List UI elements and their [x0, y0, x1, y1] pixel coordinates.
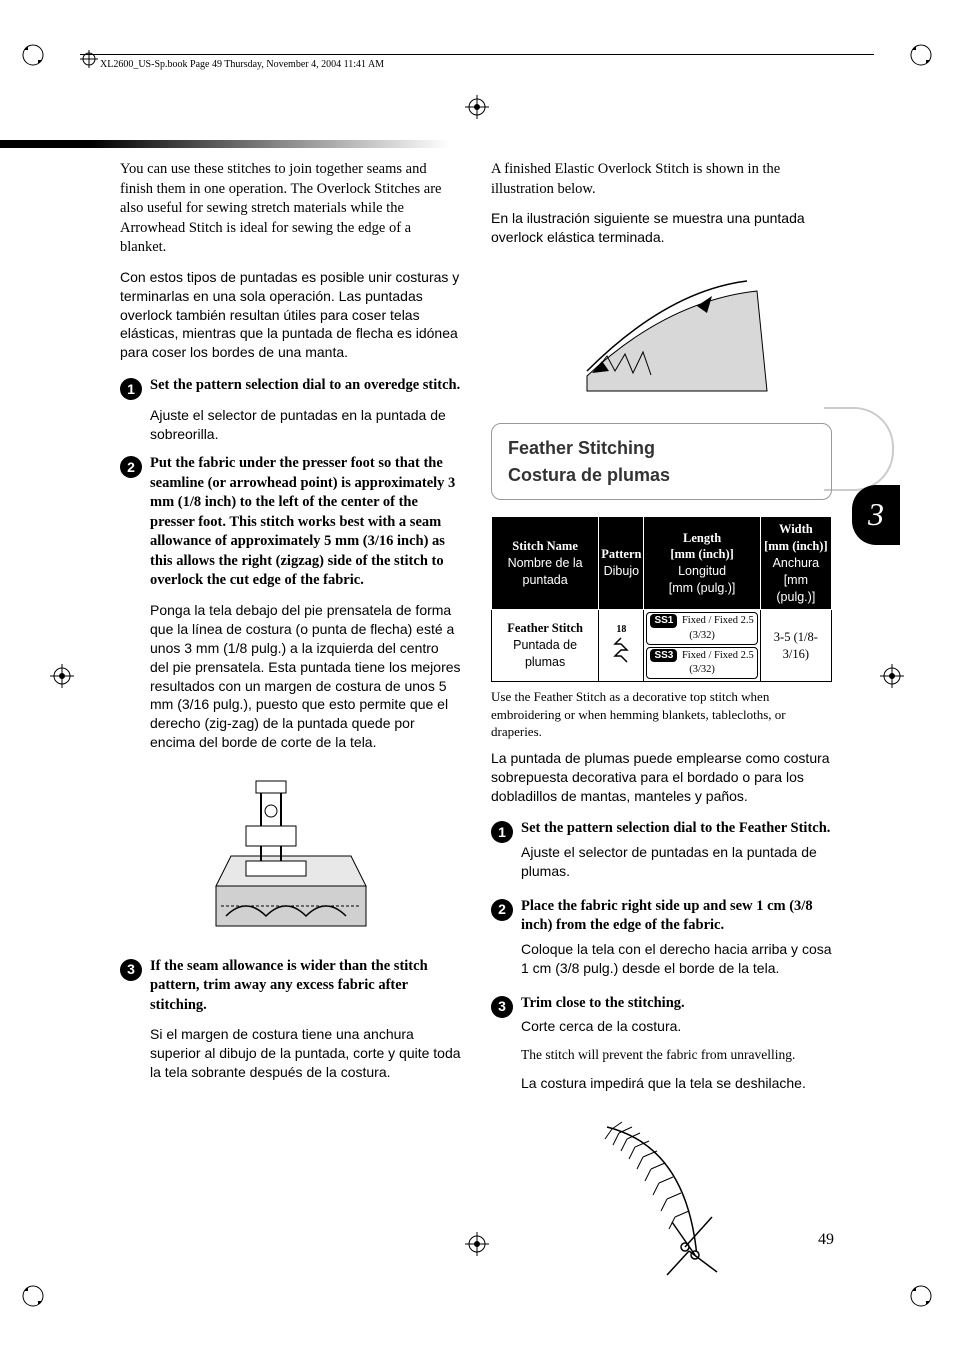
registration-mark-icon: [50, 664, 74, 688]
chapter-tab-outline: [824, 407, 894, 491]
step-es: Corte cerca de la costura.: [521, 1017, 832, 1036]
step-number-icon: 3: [120, 959, 142, 981]
gradient-bar: [0, 140, 450, 148]
step-number-icon: 2: [491, 899, 513, 921]
step-en: Set the pattern selection dial to an ove…: [150, 376, 461, 396]
step-en: If the seam allowance is wider than the …: [150, 957, 461, 1016]
presser-foot-illustration: [120, 766, 461, 943]
table-caption-es: La puntada de plumas puede emplearse com…: [491, 749, 832, 806]
step-en: Place the fabric right side up and sew 1…: [521, 897, 832, 936]
step-es: Ajuste el selector de puntadas en la pun…: [150, 406, 461, 444]
cell-length: SS1 Fixed / Fixed 2.5 (3/32) SS3 Fixed /…: [644, 610, 760, 682]
chapter-number: 3: [868, 493, 884, 536]
left-step-2: 2 Put the fabric under the presser foot …: [120, 454, 461, 595]
left-step-3: 3 If the seam allowance is wider than th…: [120, 957, 461, 1020]
section-title-es: Costura de plumas: [508, 463, 815, 487]
step-number-icon: 1: [120, 378, 142, 400]
step-en: Put the fabric under the presser foot so…: [150, 454, 461, 591]
th-width: Width [mm (inch)] Anchura [mm (pulg.)]: [760, 517, 831, 610]
step-en: Trim close to the stitching.: [521, 994, 832, 1014]
step-es: Coloque la tela con el derecho hacia arr…: [521, 940, 832, 978]
intro-en: You can use these stitches to join toget…: [120, 160, 461, 258]
intro-es: Con estos tipos de puntadas es posible u…: [120, 268, 461, 362]
th-length: Length [mm (inch)] Longitud [mm (pulg.)]: [644, 517, 760, 610]
crop-mark-icon: [18, 40, 48, 70]
cell-pattern: 18: [599, 610, 644, 682]
registration-mark-icon: [880, 664, 904, 688]
table-row: Feather Stitch Puntada de plumas 18 SS1 …: [492, 610, 832, 682]
step-number-icon: 2: [120, 456, 142, 478]
finished-es: En la ilustración siguiente se muestra u…: [491, 209, 832, 247]
step-es: Ajuste el selector de puntadas en la pun…: [521, 843, 832, 881]
crop-mark-icon: [906, 1281, 936, 1311]
feather-trim-illustration: [491, 1117, 832, 1284]
header-rule: [80, 54, 874, 55]
step-number-icon: 3: [491, 996, 513, 1018]
th-name: Stitch Name Nombre de la puntada: [492, 517, 599, 610]
section-header-box: Feather Stitching Costura de plumas: [491, 423, 832, 500]
step-note-es: La costura impedirá que la tela se deshi…: [521, 1074, 832, 1093]
crop-mark-icon: [906, 40, 936, 70]
registration-mark-icon: [465, 95, 489, 119]
finished-en: A finished Elastic Overlock Stitch is sh…: [491, 160, 832, 199]
table-caption-en: Use the Feather Stitch as a decorative t…: [491, 688, 832, 741]
step-en: Set the pattern selection dial to the Fe…: [521, 819, 832, 839]
right-step-1: 1 Set the pattern selection dial to the …: [491, 819, 832, 890]
step-note-en: The stitch will prevent the fabric from …: [521, 1046, 832, 1064]
section-title-en: Feather Stitching: [508, 436, 815, 460]
th-pattern: Pattern Dibujo: [599, 517, 644, 610]
page-number: 49: [818, 1229, 834, 1251]
left-step-1: 1 Set the pattern selection dial to an o…: [120, 376, 461, 400]
step-number-icon: 1: [491, 821, 513, 843]
step-es: Ponga la tela debajo del pie prensatela …: [150, 601, 461, 752]
overlock-result-illustration: [491, 261, 832, 408]
stitch-spec-table: Stitch Name Nombre de la puntada Pattern…: [491, 516, 832, 682]
header-registration-icon: [80, 50, 98, 68]
step-es: Si el margen de costura tiene una anchur…: [150, 1025, 461, 1082]
right-step-2: 2 Place the fabric right side up and sew…: [491, 897, 832, 988]
running-header: XL2600_US-Sp.book Page 49 Thursday, Nove…: [100, 58, 384, 72]
crop-mark-icon: [18, 1281, 48, 1311]
chapter-tab: 3: [852, 485, 900, 545]
right-step-3: 3 Trim close to the stitching. Corte cer…: [491, 994, 832, 1104]
cell-name: Feather Stitch Puntada de plumas: [492, 610, 599, 682]
left-column: You can use these stitches to join toget…: [120, 160, 461, 1298]
cell-width: 3-5 (1/8-3/16): [760, 610, 831, 682]
right-column: A finished Elastic Overlock Stitch is sh…: [491, 160, 832, 1298]
feather-stitch-icon: [613, 636, 629, 664]
